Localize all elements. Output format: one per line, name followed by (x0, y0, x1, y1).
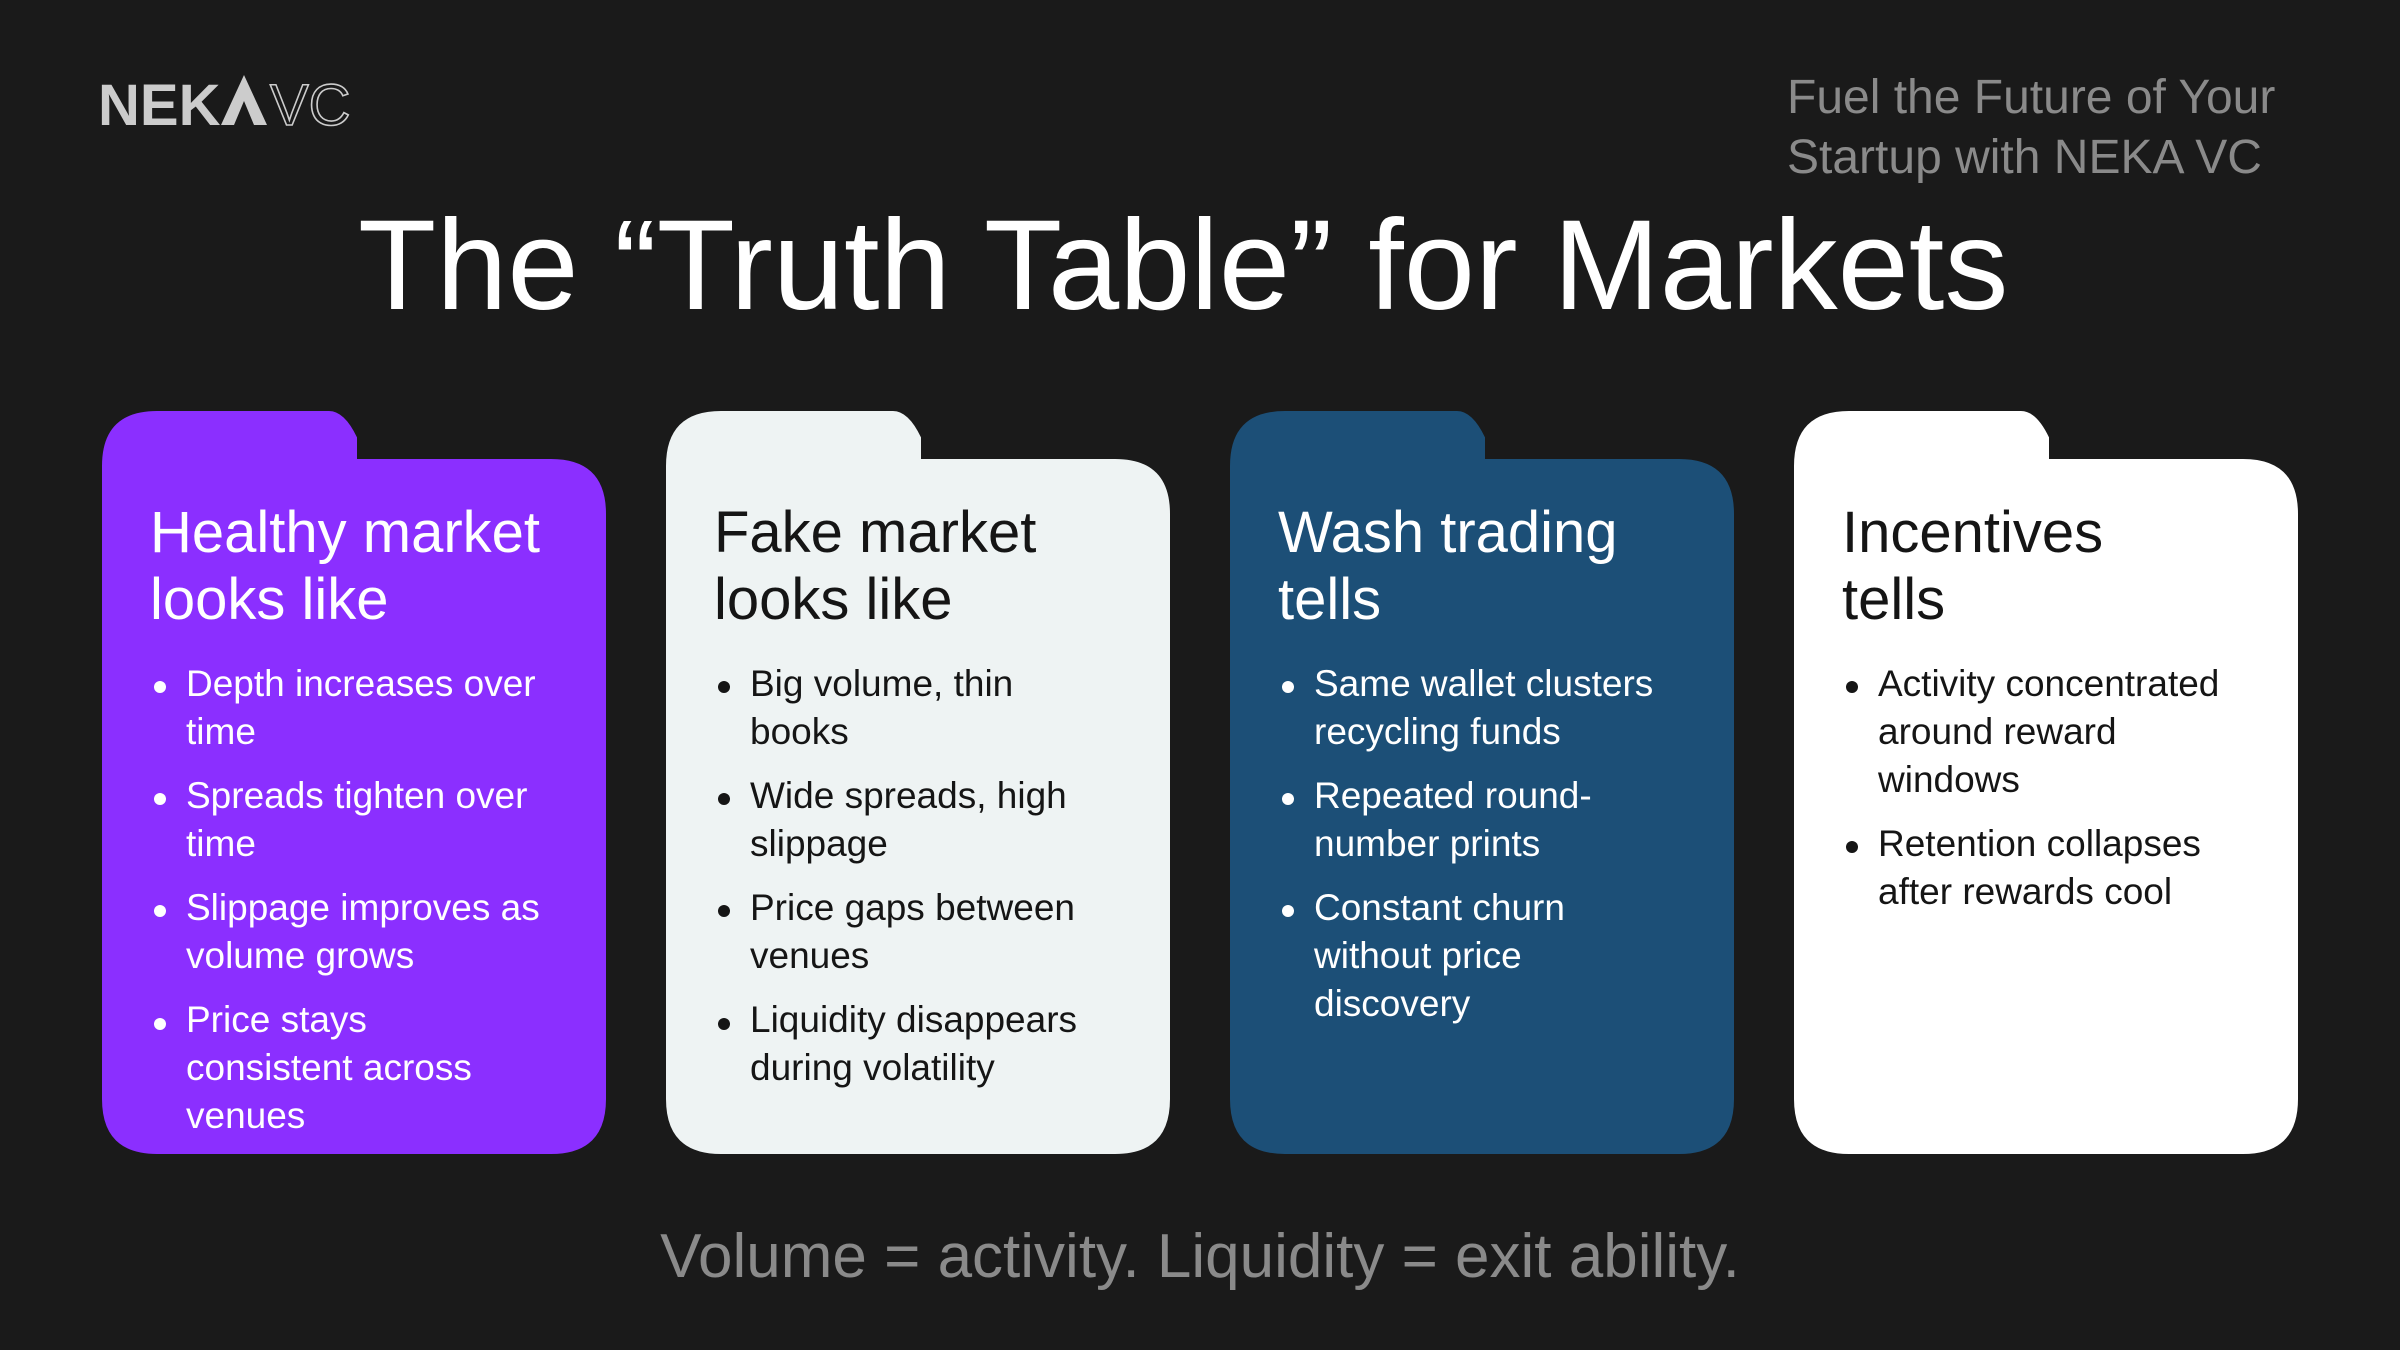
svg-text:NEK: NEK (98, 73, 221, 138)
svg-text:VC: VC (270, 73, 351, 138)
